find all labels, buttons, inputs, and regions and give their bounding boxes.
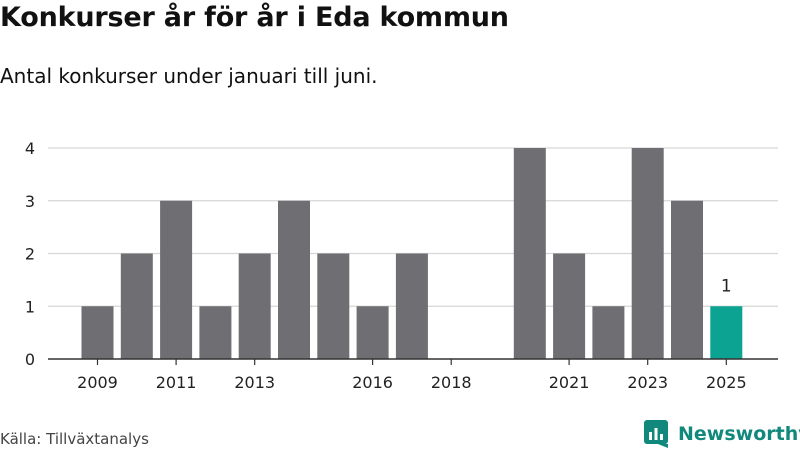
- bar-2021: [553, 253, 586, 359]
- bar-2015: [317, 253, 350, 359]
- x-tick-label: 2011: [156, 373, 197, 392]
- chart-subtitle: Antal konkurser under januari till juni.: [0, 64, 378, 88]
- bar-2020: [513, 148, 546, 359]
- bar-2014: [278, 200, 310, 359]
- brand-name: Newsworthy: [678, 423, 800, 445]
- y-tick-label: 0: [25, 350, 35, 369]
- x-tick-label: 2025: [706, 373, 747, 392]
- bar-2013: [238, 253, 271, 359]
- bar-2025: [710, 306, 743, 359]
- bar-2011: [160, 200, 193, 359]
- y-tick-label: 4: [25, 139, 35, 158]
- x-tick-label: 2009: [77, 373, 118, 392]
- x-tick-label: 2018: [431, 373, 472, 392]
- bar-2017: [395, 253, 428, 359]
- bar-2024: [671, 200, 703, 359]
- bar-2023: [631, 148, 664, 359]
- x-tick-label: 2021: [549, 373, 590, 392]
- y-tick-label: 1: [25, 297, 35, 316]
- bar-2016: [356, 306, 389, 359]
- bar-2022: [592, 306, 625, 359]
- bar-2010: [120, 253, 153, 359]
- source-note: Källa: Tillväxtanalys: [0, 430, 149, 448]
- y-tick-label: 2: [25, 245, 35, 264]
- x-tick-label: 2016: [352, 373, 393, 392]
- bar-2012: [199, 306, 232, 359]
- data-label: 1: [721, 276, 732, 296]
- brand-logo: Newsworthy: [644, 419, 800, 449]
- bar-chart: 0 1 2 3 4 2009 2011 2013 2016 2018 2021 2023 2025 1: [25, 139, 778, 392]
- x-tick-label: 2023: [627, 373, 668, 392]
- newsworthy-logo-icon: [644, 420, 668, 448]
- y-tick-label: 3: [25, 192, 35, 211]
- x-tick-label: 2013: [234, 373, 275, 392]
- bar-2009: [81, 306, 114, 359]
- chart-title: Konkurser år för år i Eda kommun: [0, 2, 509, 33]
